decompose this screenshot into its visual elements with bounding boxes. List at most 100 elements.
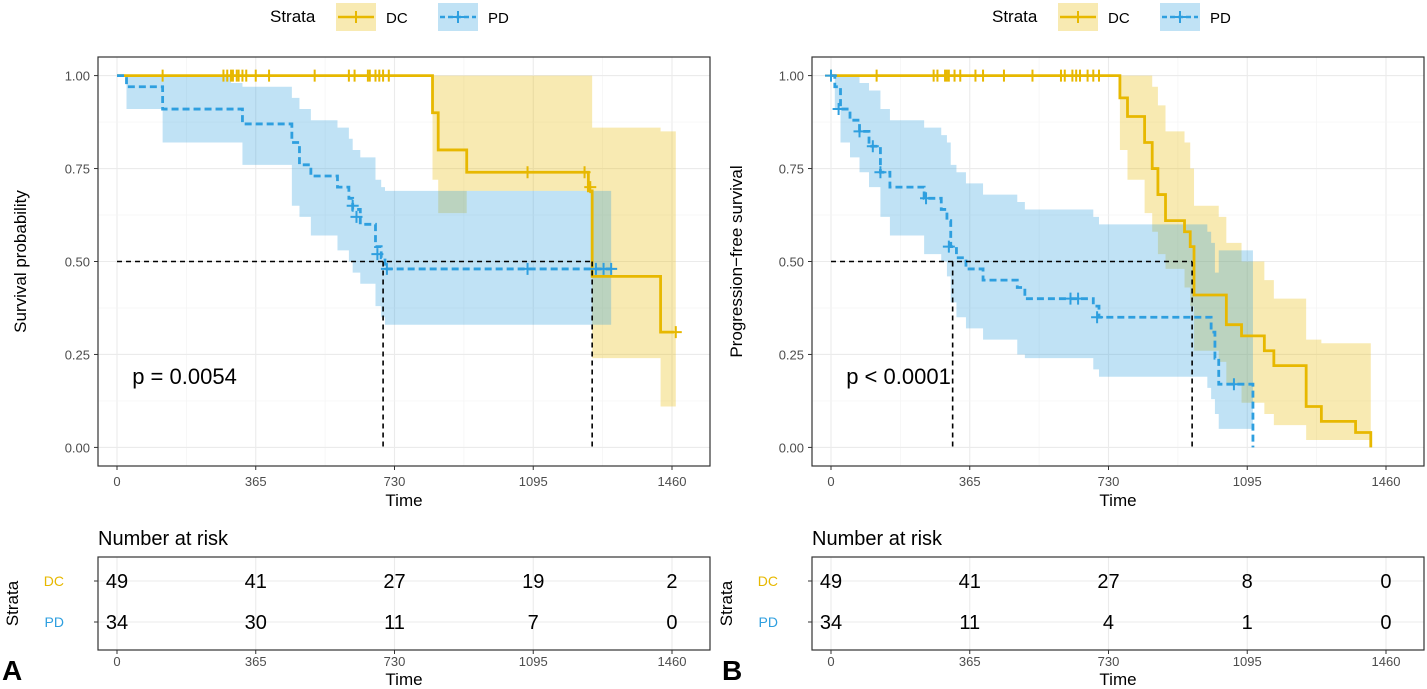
- x-tick-label: 0: [113, 474, 120, 489]
- censor-mark-dc: [578, 166, 591, 179]
- censor-mark-dc: [1026, 69, 1039, 82]
- censor-mark-dc: [977, 69, 990, 82]
- censor-mark-dc: [521, 166, 534, 179]
- plot-area: p < 0.0001: [811, 56, 1425, 467]
- legend-censor-pd: [452, 11, 464, 23]
- risk-row-label-pd: PD: [45, 614, 64, 630]
- censor-mark-pd: [920, 192, 933, 205]
- risk-x-axis-label: Time: [385, 670, 422, 689]
- survival-curve-dc: [831, 74, 1373, 448]
- risk-table-background: [812, 557, 1424, 650]
- risk-strata-label: Strata: [717, 580, 736, 626]
- x-tick-label: 730: [384, 474, 406, 489]
- y-tick-label: 1.00: [779, 69, 804, 84]
- legend-item-dc: DC: [336, 3, 408, 31]
- censor-mark-dc: [1092, 69, 1105, 82]
- risk-value: 11: [384, 612, 405, 634]
- censor-mark-dc: [348, 69, 361, 82]
- y-axis-label: Survival probability: [11, 190, 30, 333]
- x-tick-label: 1460: [1372, 474, 1401, 489]
- x-axis-label: Time: [1099, 491, 1136, 510]
- censor-mark-pd: [521, 262, 534, 275]
- censor-mark-pd: [350, 210, 363, 223]
- censor-mark-pd: [832, 103, 845, 116]
- risk-table-border: [811, 556, 1425, 651]
- legend-censor-pd: [1174, 11, 1186, 23]
- risk-x-tick-label: 1460: [1372, 654, 1401, 669]
- risk-value: 1: [1242, 612, 1253, 634]
- censor-mark-pd: [380, 262, 393, 275]
- censor-mark-dc: [249, 69, 262, 82]
- risk-table-background: [98, 557, 710, 650]
- y-axis-label: Progression−free survival: [727, 165, 746, 357]
- x-tick-label: 1095: [519, 474, 548, 489]
- y-tick-label: 0.75: [779, 162, 804, 177]
- risk-value: 34: [820, 612, 842, 634]
- risk-strata-label: Strata: [3, 580, 22, 626]
- risk-value: 49: [820, 571, 842, 593]
- legend-label-pd: PD: [488, 10, 509, 27]
- risk-value: 27: [1097, 571, 1119, 593]
- risk-x-tick-label: 730: [384, 654, 406, 669]
- risk-value: 0: [1380, 571, 1391, 593]
- y-tick-label: 0.75: [65, 162, 90, 177]
- censor-mark-dc: [669, 326, 682, 339]
- risk-value: 41: [959, 571, 981, 593]
- risk-value: 19: [522, 571, 544, 593]
- legend-item-pd: PD: [1160, 3, 1231, 31]
- censor-mark-pd: [866, 140, 879, 153]
- censor-mark-pd: [1227, 378, 1240, 391]
- x-axis-label: Time: [385, 491, 422, 510]
- risk-value: 41: [245, 571, 267, 593]
- censor-mark-pd: [874, 166, 887, 179]
- censor-mark-dc: [308, 69, 321, 82]
- legend-label-dc: DC: [1108, 10, 1130, 27]
- censor-mark-pd: [853, 125, 866, 138]
- censor-mark-dc: [263, 69, 276, 82]
- p-value: p < 0.0001: [846, 364, 951, 389]
- risk-x-tick-label: 0: [827, 654, 834, 669]
- risk-table: Number at risk DC 49 41 27 19 2 PD 34 30 11 7 0 Strat…: [3, 528, 711, 689]
- risk-x-axis-label: Time: [1099, 670, 1136, 689]
- legend-item-pd: PD: [438, 3, 509, 31]
- censor-mark-pd: [825, 69, 838, 82]
- risk-value: 2: [666, 571, 677, 593]
- axes: 0 365 730 1095 1460 0.00 0.25 0.50 0.75 1.00 Time S…: [11, 69, 686, 510]
- panel-letter: A: [2, 655, 22, 686]
- x-tick-label: 1095: [1233, 474, 1262, 489]
- risk-value: 49: [106, 571, 128, 593]
- legend-label-dc: DC: [386, 10, 408, 27]
- censor-mark-dc: [156, 69, 169, 82]
- plot-area: p = 0.0054: [97, 56, 711, 467]
- censor-mark-dc: [382, 69, 395, 82]
- risk-value: 34: [106, 612, 128, 634]
- censor-mark-pd: [346, 199, 359, 212]
- legend-title: Strata: [270, 7, 316, 26]
- censor-mark-pd: [1091, 311, 1104, 324]
- censor-mark-pd: [605, 262, 618, 275]
- risk-value: 0: [1380, 612, 1391, 634]
- risk-x-tick-label: 1460: [658, 654, 687, 669]
- risk-x-tick-label: 1095: [519, 654, 548, 669]
- risk-row-label-dc: DC: [44, 573, 64, 589]
- legend-censor-dc: [1072, 11, 1084, 23]
- risk-value: 30: [245, 612, 267, 634]
- x-tick-label: 365: [245, 474, 267, 489]
- risk-x-tick-label: 0: [113, 654, 120, 669]
- risk-row-label-dc: DC: [758, 573, 778, 589]
- risk-x-tick-label: 1095: [1233, 654, 1262, 669]
- censor-mark-pd: [1072, 292, 1085, 305]
- censor-mark-pd: [942, 240, 955, 253]
- p-value: p = 0.0054: [132, 364, 237, 389]
- legend: Strata DC PD: [992, 3, 1231, 31]
- x-tick-label: 730: [1098, 474, 1120, 489]
- risk-value: 27: [383, 571, 405, 593]
- y-tick-label: 1.00: [65, 69, 90, 84]
- censor-mark-dc: [870, 69, 883, 82]
- y-tick-label: 0.50: [65, 255, 90, 270]
- x-tick-label: 0: [827, 474, 834, 489]
